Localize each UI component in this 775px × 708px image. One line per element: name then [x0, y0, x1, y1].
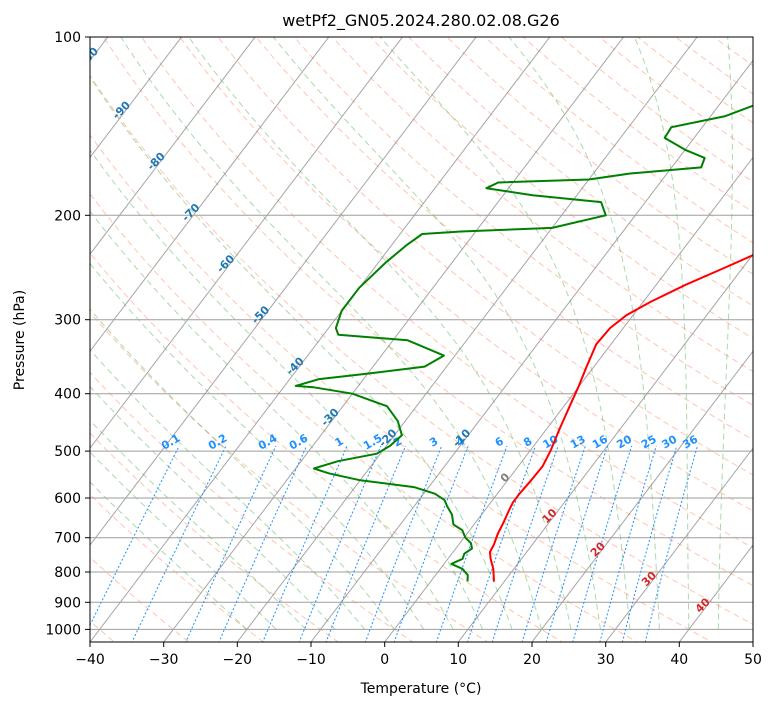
mixing-ratio-line — [435, 445, 508, 642]
y-tick-label: 800 — [54, 565, 81, 581]
mixing-ratio-line — [572, 445, 633, 642]
mixing-ratio-line — [131, 445, 227, 642]
dry-adiabat-line — [255, 37, 753, 441]
moist-adiabat-line — [90, 262, 425, 630]
dry-adiabat-line — [293, 37, 753, 406]
x-tick-label: −40 — [75, 652, 105, 668]
plot-frame — [89, 36, 754, 643]
x-tick-label: −10 — [296, 652, 326, 668]
moist-adiabat-line — [90, 149, 484, 630]
moist-adiabat-line — [90, 451, 277, 630]
isotherm-line — [457, 253, 753, 642]
isotherm-line — [90, 37, 477, 546]
y-tick-label: 200 — [54, 208, 81, 224]
x-tick-label: 10 — [449, 652, 467, 668]
x-tick-label: 30 — [597, 652, 615, 668]
moist-adiabat-line — [634, 37, 690, 630]
mixing-ratio-line — [393, 445, 469, 642]
x-tick-label: 50 — [744, 652, 762, 668]
dewpoint-profile-line — [294, 104, 753, 582]
mixing-ratio-line — [364, 445, 443, 642]
dry-adiabat-line — [90, 432, 340, 642]
y-tick-label: 700 — [54, 531, 81, 547]
x-tick-label: 40 — [670, 652, 688, 668]
mixing-ratio-line — [599, 445, 657, 642]
moist-adiabat-line — [90, 349, 366, 630]
isotherm-line — [90, 37, 183, 159]
moist-adiabat-line — [90, 419, 307, 630]
isotherm-line — [531, 350, 753, 642]
y-tick-label: 500 — [54, 444, 81, 460]
moist-adiabat-line — [90, 481, 248, 630]
isotherm-line — [236, 37, 698, 642]
chart-title: wetPf2_GN05.2024.280.02.08.G26 — [282, 11, 560, 31]
moist-adiabat-line — [717, 37, 733, 630]
mixing-ratio-line — [262, 445, 348, 642]
moist-adiabat-line — [90, 76, 513, 630]
dry-adiabat-line — [90, 493, 265, 642]
mixing-ratio-line — [621, 445, 678, 642]
y-tick-label: 1000 — [45, 622, 81, 638]
x-tick-label: −20 — [223, 652, 253, 668]
x-tick-label: 0 — [380, 652, 389, 668]
y-tick-label: 400 — [54, 387, 81, 403]
mixing-ratio-line — [491, 445, 559, 642]
mixing-ratio-line — [644, 445, 698, 642]
y-axis-title: Pressure (hPa) — [12, 290, 28, 390]
moist-adiabat-line — [90, 385, 336, 630]
mixing-ratio-line — [90, 445, 180, 627]
y-tick-label: 600 — [54, 491, 81, 507]
x-axis-title: Temperature (°C) — [360, 681, 482, 697]
isotherm-line — [310, 59, 753, 642]
moist-adiabat-line — [272, 37, 601, 630]
y-tick-label: 300 — [54, 313, 81, 329]
dry-adiabat-line — [90, 371, 414, 642]
dry-adiabat-line — [369, 37, 753, 340]
dry-adiabat-line — [90, 74, 753, 625]
mixing-ratio-line — [298, 445, 382, 642]
mixing-ratio-line — [325, 445, 407, 642]
dry-adiabat-line — [90, 252, 564, 642]
profile-series-layer — [294, 104, 753, 582]
temperature-profile-line — [488, 254, 753, 582]
isotherm-line — [384, 156, 753, 642]
x-tick-label: 20 — [523, 652, 541, 668]
isotherm-line — [90, 37, 330, 353]
x-tick-label: −30 — [149, 652, 179, 668]
y-tick-label: 100 — [54, 30, 81, 46]
isotherm-line — [163, 37, 625, 642]
dry-adiabat-line — [90, 311, 489, 642]
isotherm-line — [678, 544, 753, 642]
moist-adiabat-line — [508, 37, 660, 630]
dry-adiabat-line — [90, 134, 713, 642]
dry-adiabat-line — [102, 37, 753, 587]
isotherm-line — [605, 447, 753, 642]
axis-ticks-layer: −40 −30 −20 −10 0 10 20 30 40 50 100 200 300 400 500 60… — [45, 30, 762, 668]
moist-adiabat-line — [120, 37, 542, 630]
dry-adiabat-line — [90, 193, 639, 642]
isotherm-line — [90, 37, 404, 450]
y-tick-label: 900 — [54, 595, 81, 611]
dry-adiabat-line — [408, 37, 753, 307]
moist-adiabat-line — [379, 37, 631, 630]
moist-adiabat-line — [188, 37, 572, 630]
isotherm-line — [90, 37, 256, 256]
dry-adiabat-line — [217, 37, 753, 476]
isotherm-line — [90, 37, 551, 642]
isotherm-label: -100 — [72, 44, 101, 73]
moist-adiabat-line — [90, 308, 395, 630]
